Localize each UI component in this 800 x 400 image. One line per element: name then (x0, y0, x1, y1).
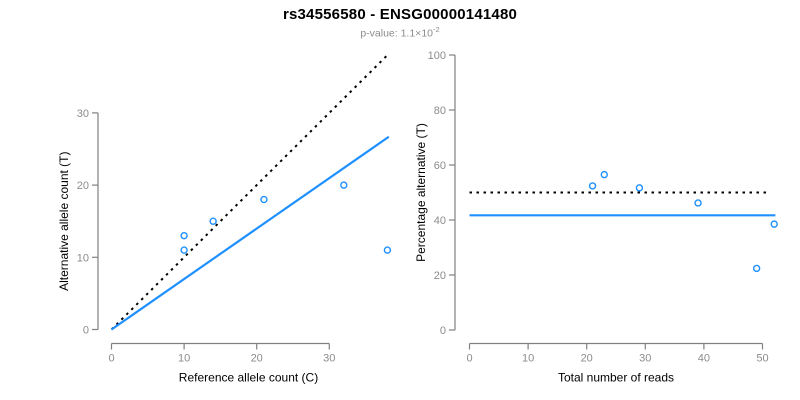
x-axis-title: Reference allele count (C) (179, 371, 318, 385)
scatter-point (340, 181, 348, 189)
y-axis-title: Percentage alternative (T) (414, 123, 428, 262)
y-tick-label: 0 (83, 325, 89, 337)
x-tick-label: 50 (756, 353, 768, 365)
y-tick-label: 30 (77, 108, 89, 120)
scatter-point (180, 246, 188, 254)
scatter-point (635, 184, 644, 192)
pvalue-exponent: -2 (433, 25, 440, 34)
y-tick-label: 80 (434, 105, 446, 117)
scatter-point (752, 264, 761, 273)
figure-subtitle: p-value: 1.1×10-2 (0, 25, 800, 40)
x-tick-label: 20 (251, 353, 263, 365)
x-axis-title: Total number of reads (558, 371, 674, 385)
scatter-point (694, 199, 702, 207)
y-tick-label: 40 (434, 215, 446, 227)
y-tick-label: 10 (77, 252, 89, 264)
regression-line (110, 135, 390, 331)
x-tick-label: 20 (581, 353, 593, 365)
y-axis-title: Alternative allele count (T) (57, 151, 71, 290)
scatter-point (209, 217, 217, 225)
x-tick-label: 10 (522, 353, 534, 365)
scatter-point (770, 220, 778, 228)
x-tick-label: 10 (178, 353, 190, 365)
scatter-point (588, 182, 597, 190)
y-tick-label: 60 (434, 160, 446, 172)
y-tick-label: 100 (428, 50, 446, 62)
x-tick-label: 0 (466, 353, 472, 365)
identity-line (110, 52, 390, 331)
scatter-point (180, 231, 188, 240)
y-tick-label: 20 (434, 270, 446, 282)
x-tick-label: 0 (108, 353, 114, 365)
x-tick-label: 30 (639, 353, 651, 365)
pvalue-text: p-value: 1.1×10 (360, 27, 433, 40)
x-tick-label: 40 (698, 353, 710, 365)
scatter-point (600, 170, 608, 179)
y-tick-label: 20 (77, 180, 89, 192)
x-tick-label: 30 (323, 353, 335, 365)
scatter-point (260, 195, 268, 204)
y-tick-label: 0 (440, 325, 446, 337)
scatter-point (383, 246, 392, 254)
figure-title: rs34556580 - ENSG00000141480 (282, 6, 518, 23)
